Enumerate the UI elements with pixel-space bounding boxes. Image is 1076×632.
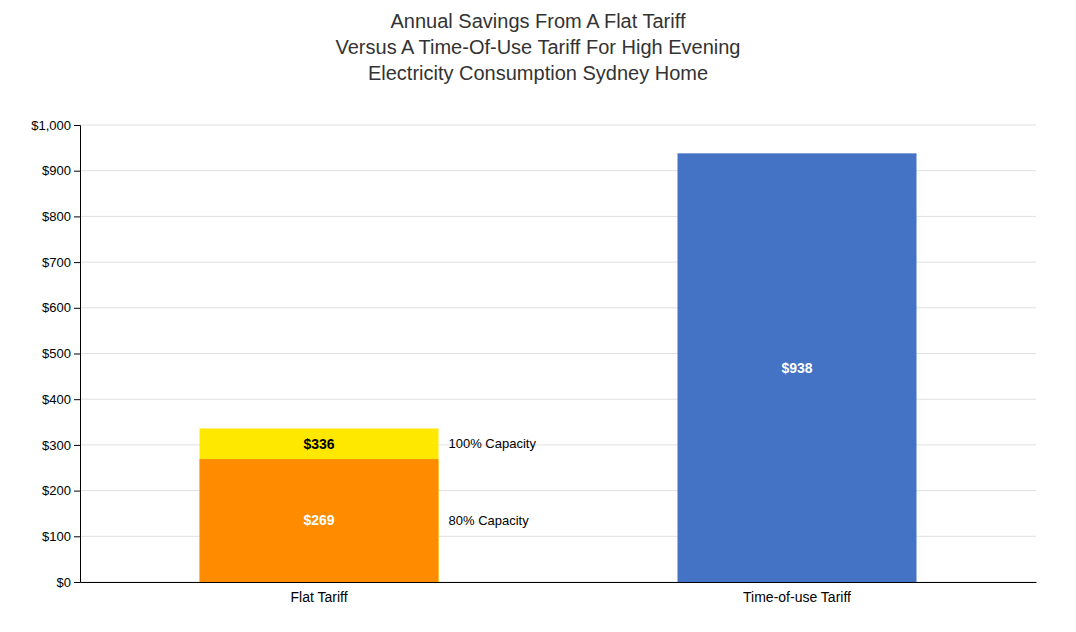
y-tick: $400 [42,392,80,407]
grid-line [80,125,1036,126]
bar [678,153,917,582]
y-tick-label: $700 [42,255,71,270]
y-tick-mark [74,171,80,172]
y-tick-label: $300 [42,438,71,453]
series-label: 80% Capacity [449,513,530,528]
y-tick: $100 [42,529,80,544]
y-tick-mark [74,445,80,446]
title: Annual Savings From A Flat Tariff Versus … [336,10,741,84]
title-line: Annual Savings From A Flat Tariff [391,10,686,32]
y-tick-mark [74,354,80,355]
y-tick-label: $0 [57,575,71,590]
series-label: 100% Capacity [449,436,537,451]
y-tick-mark [74,491,80,492]
y-axis: $0 $100 $200 $300 $400 $500 $600 $700 $800 $900 $1… [31,118,80,590]
y-tick: $600 [42,300,80,315]
data-label: $269 [303,512,334,528]
y-tick-label: $500 [42,346,71,361]
x-tick-label: Time-of-use Tariff [743,589,851,605]
y-tick-label: $800 [42,209,71,224]
x-tick: Flat Tariff [290,589,347,605]
y-tick-label: $900 [42,163,71,178]
y-tick-label: $100 [42,529,71,544]
y-tick-mark [74,262,80,263]
y-tick-mark [74,399,80,400]
y-tick: $300 [42,438,80,453]
bar [200,459,439,582]
y-tick: $700 [42,255,80,270]
y-tick-mark [74,308,80,309]
y-tick-label: $1,000 [31,118,71,133]
title-line: Electricity Consumption Sydney Home [368,62,708,84]
y-tick-label: $600 [42,300,71,315]
chart-container: Annual Savings From A Flat Tariff Versus … [0,0,1076,632]
title-line: Versus A Time-Of-Use Tariff For High Eve… [336,36,741,58]
y-axis-line [74,126,81,583]
y-tick-label: $200 [42,483,71,498]
x-axis-line [81,582,1037,583]
bar [200,428,439,582]
y-tick-mark [74,582,80,583]
bars [200,153,917,582]
y-tick-mark [74,216,80,217]
chart-svg: Annual Savings From A Flat Tariff Versus … [0,0,1076,632]
labels: $269 80% Capacity $336 100% Capacity $938 [303,360,812,529]
x-tick-label: Flat Tariff [290,589,347,605]
data-label: $336 [303,436,334,452]
y-tick-label: $400 [42,392,71,407]
y-tick: $0 [57,575,80,590]
y-tick-mark [74,125,80,126]
y-tick-mark [74,536,80,537]
data-label: $938 [781,360,812,376]
y-tick: $900 [42,163,80,178]
y-tick: $800 [42,209,80,224]
y-tick: $200 [42,483,80,498]
y-tick: $500 [42,346,80,361]
grid [80,125,1036,582]
x-tick: Time-of-use Tariff [743,589,851,605]
x-axis: Flat Tariff Time-of-use Tariff [81,583,1037,605]
y-tick: $1,000 [31,118,80,133]
